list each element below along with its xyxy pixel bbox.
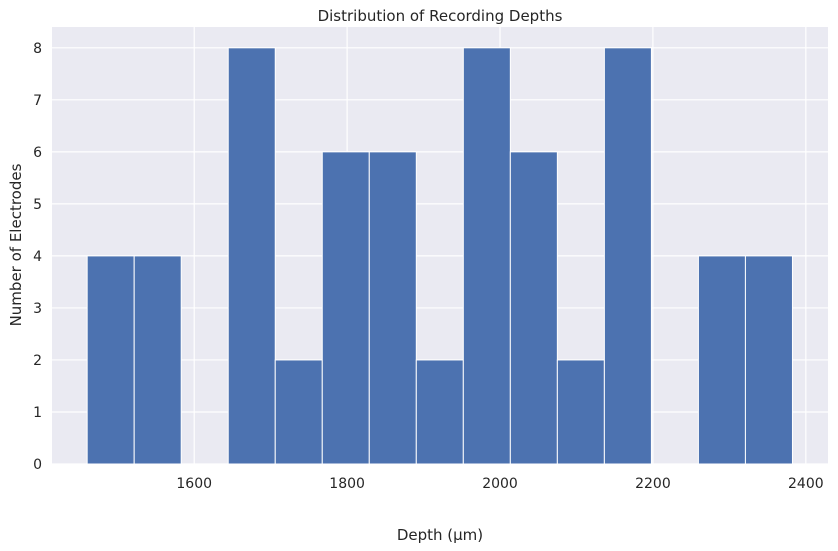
y-tick-label: 8	[33, 41, 42, 57]
y-tick-label: 4	[33, 249, 42, 265]
y-tick-label: 3	[33, 301, 42, 317]
y-tick-label: 7	[33, 93, 42, 109]
histogram-bar	[321, 151, 370, 465]
x-tick-label: 1800	[329, 476, 365, 492]
chart-title: Distribution of Recording Depths	[318, 7, 563, 25]
x-tick-label: 2000	[482, 476, 518, 492]
histogram-bar	[415, 359, 464, 465]
x-axis-label: Depth (µm)	[397, 526, 483, 544]
histogram-bar	[274, 359, 323, 465]
x-tick-label: 2200	[635, 476, 671, 492]
y-tick-label: 6	[33, 145, 42, 161]
histogram-bar	[368, 151, 417, 465]
histogram-bar	[227, 47, 276, 465]
y-tick-label: 0	[33, 457, 42, 473]
y-tick-label: 2	[33, 353, 42, 369]
histogram-bar	[133, 255, 182, 465]
y-tick-label: 1	[33, 405, 42, 421]
histogram-bar	[697, 255, 746, 465]
y-tick-label: 5	[33, 197, 42, 213]
histogram-bar	[462, 47, 511, 465]
histogram-bar	[556, 359, 605, 465]
histogram-bar	[86, 255, 135, 465]
y-tick-labels: 0 1 2 3 4 5 6 7 8	[33, 41, 42, 473]
histogram-bar	[509, 151, 558, 465]
histogram-bar	[744, 255, 793, 465]
bars	[86, 47, 793, 465]
x-tick-labels: 1600 1800 2000 2200 2400	[176, 476, 823, 492]
x-tick-label: 2400	[788, 476, 824, 492]
histogram-bar	[603, 47, 652, 465]
x-tick-label: 1600	[176, 476, 212, 492]
y-axis-label: Number of Electrodes	[7, 163, 25, 326]
